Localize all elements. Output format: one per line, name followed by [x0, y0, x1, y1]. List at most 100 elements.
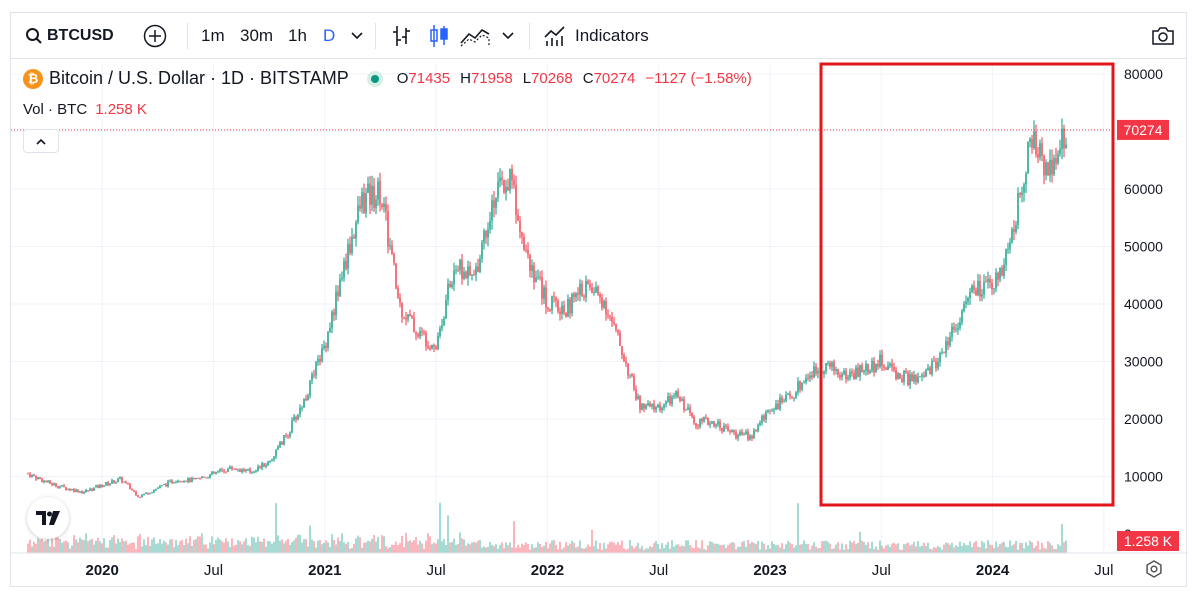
volume-bar — [549, 543, 551, 553]
volume-bar — [1019, 542, 1021, 553]
collapse-legend-button[interactable] — [23, 129, 59, 153]
price-candle-body — [41, 478, 43, 483]
price-candle-body — [711, 421, 713, 424]
volume-bar — [227, 541, 229, 553]
price-candle-body — [813, 366, 815, 378]
volume-bar — [993, 548, 995, 553]
interval-d-button[interactable]: D — [323, 26, 336, 45]
interval-30m-button[interactable]: 30m — [240, 26, 274, 45]
area-style-button[interactable] — [459, 13, 491, 59]
price-candle-body — [459, 259, 461, 270]
chart-settings-button[interactable] — [1143, 558, 1165, 580]
chart-type-dropdown-button[interactable] — [502, 13, 514, 59]
search-icon — [26, 28, 42, 44]
volume-bar — [905, 543, 907, 553]
tradingview-logo[interactable] — [27, 497, 69, 539]
price-candle-body — [603, 300, 605, 308]
price-candle-body — [297, 414, 299, 420]
volume-bar — [723, 544, 725, 553]
price-candle-body — [345, 260, 347, 269]
volume-bar — [975, 540, 977, 553]
price-candle-body — [265, 465, 267, 467]
price-candle-body — [103, 485, 105, 488]
volume-bar — [233, 545, 235, 553]
snapshot-button[interactable] — [1150, 13, 1176, 59]
price-candle-body — [349, 243, 351, 254]
price-candle-body — [999, 267, 1001, 280]
price-candle-body — [881, 354, 883, 366]
volume-bar — [49, 546, 51, 553]
price-candle-body — [231, 466, 233, 470]
price-candle-body — [717, 421, 719, 425]
low-label: L — [522, 70, 532, 87]
volume-bar — [839, 549, 841, 553]
price-candle-body — [511, 168, 513, 181]
price-candle-body — [589, 284, 591, 288]
volume-bar — [387, 548, 389, 553]
volume-bar — [867, 542, 869, 553]
volume-bar — [1001, 542, 1003, 553]
price-candle-body — [97, 485, 99, 488]
volume-bar — [151, 539, 153, 553]
volume-bar — [1063, 542, 1065, 553]
tradingview-logo-icon — [36, 511, 60, 525]
volume-bar — [297, 534, 299, 553]
volume-bar — [293, 540, 295, 553]
volume-bar — [361, 547, 363, 553]
bars-style-button[interactable] — [391, 13, 413, 59]
volume-bar — [285, 540, 287, 553]
price-candle-body — [623, 355, 625, 362]
volume-bar — [425, 540, 427, 553]
volume-bar — [173, 547, 175, 553]
volume-bar — [325, 540, 327, 553]
volume-bar — [965, 545, 967, 553]
interval-1m-button[interactable]: 1m — [201, 26, 225, 45]
volume-bar — [997, 546, 999, 553]
price-candle-body — [117, 478, 119, 482]
volume-bar — [185, 538, 187, 553]
volume-bar — [619, 544, 621, 553]
symbol-search-button[interactable]: BTCUSD — [25, 13, 114, 59]
price-candle-body — [257, 466, 259, 471]
price-candle-body — [795, 392, 797, 398]
volume-bar — [243, 541, 245, 553]
volume-bar — [545, 541, 547, 553]
volume-bar — [595, 540, 597, 553]
price-candle-body — [339, 279, 341, 297]
price-candle-body — [229, 466, 231, 469]
volume-bar — [869, 548, 871, 553]
price-candle-body — [809, 375, 811, 379]
price-candle-body — [157, 488, 159, 490]
volume-bar — [465, 545, 467, 553]
price-candle-body — [277, 446, 279, 450]
price-candle-body — [249, 468, 251, 473]
price-candle-body — [463, 271, 465, 279]
volume-bar — [929, 548, 931, 553]
price-candle-body — [975, 289, 977, 296]
price-candle-body — [549, 309, 551, 311]
candles-style-button[interactable] — [428, 13, 450, 59]
volume-bar — [437, 539, 439, 553]
volume-bar — [617, 541, 619, 553]
volume-bar — [785, 544, 787, 553]
price-candle-body — [871, 361, 873, 371]
volume-bar — [455, 544, 457, 553]
price-candle-body — [255, 470, 257, 473]
price-candle-body — [755, 430, 757, 432]
price-candle-body — [981, 294, 983, 297]
interval-1h-button[interactable]: 1h — [288, 26, 307, 45]
price-chart[interactable]: 0100002000030000400005000060000700008000… — [11, 13, 1188, 588]
indicators-button[interactable]: Indicators — [543, 13, 649, 59]
volume-bar — [335, 544, 337, 553]
volume-bar — [561, 549, 563, 553]
price-candle-body — [1063, 128, 1065, 148]
price-candle-body — [805, 377, 807, 383]
price-candle-body — [77, 489, 79, 493]
price-candle-body — [395, 263, 397, 288]
interval-dropdown-button[interactable] — [351, 13, 363, 59]
indicators-icon — [544, 26, 565, 46]
volume-bar — [939, 547, 941, 553]
volume-bar — [421, 543, 423, 553]
compare-button[interactable] — [143, 13, 167, 59]
volume-bar — [333, 540, 335, 553]
